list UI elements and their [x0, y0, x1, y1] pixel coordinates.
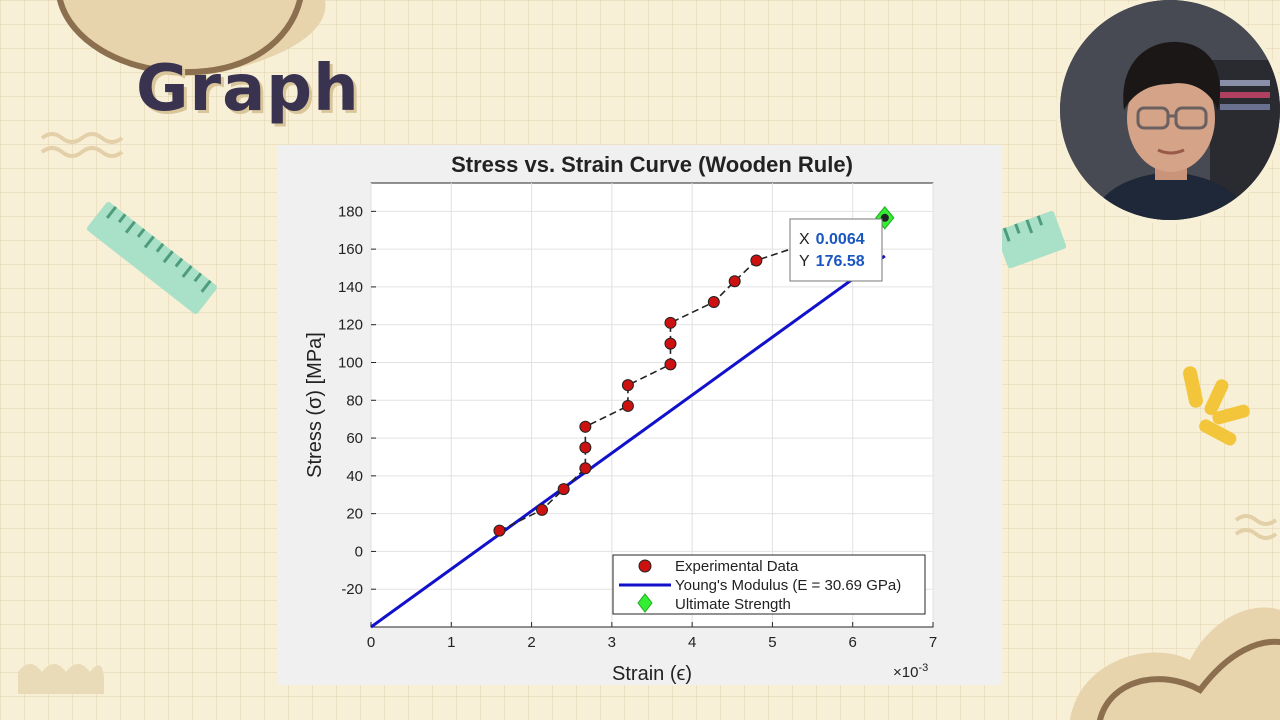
deco-wave-left-1 [40, 132, 124, 144]
y-tick-label: 120 [338, 317, 363, 334]
y-tick-label: 40 [346, 468, 363, 485]
x-tick-label: 6 [849, 634, 857, 651]
youngs-modulus-line [370, 254, 886, 629]
experimental-data-point [493, 524, 506, 537]
datatip-x-row: X 0.0064 [799, 231, 865, 248]
deco-ruler-right [995, 211, 1067, 269]
chart-title: Stress vs. Strain Curve (Wooden Rule) [451, 152, 853, 177]
x-axis-label: Strain (ϵ) [612, 663, 692, 685]
legend-label-experimental: Experimental Data [675, 558, 799, 575]
datatip[interactable]: X 0.0064 Y 176.58 [789, 218, 883, 282]
deco-blob-bottom-right [1070, 607, 1280, 720]
datatip-x-label: X [799, 231, 810, 248]
deco-yellow-sparkle [1183, 366, 1250, 446]
deco-blob-bottom-left [18, 664, 104, 694]
datatip-x-value: 0.0064 [816, 231, 865, 248]
experimental-data-point [750, 254, 763, 267]
data-series [370, 206, 895, 629]
deco-swirl-bottom-right [1097, 638, 1280, 720]
x-tick-label: 2 [527, 634, 535, 651]
experimental-data-point [621, 379, 634, 392]
legend-marker-experimental [638, 559, 652, 573]
y-tick-label: 60 [346, 430, 363, 447]
experimental-data-point [664, 337, 677, 350]
deco-swirl-top-left [57, 0, 303, 76]
legend-marker-ultimate [637, 593, 653, 613]
experimental-data-point [707, 296, 720, 309]
webcam-person-image [1060, 0, 1280, 220]
y-tick-label: -20 [341, 581, 363, 598]
y-tick-label: 20 [346, 506, 363, 523]
x-axis-exponent-power: -3 [918, 662, 928, 674]
experimental-data-point [579, 441, 592, 454]
x-axis-exponent-base: ×10 [893, 664, 918, 681]
slide-title: Graph [136, 52, 360, 126]
x-tick-label: 7 [929, 634, 937, 651]
stress-strain-chart: 0 1 2 3 4 5 6 7 -20 0 20 40 60 80 100 120 140 160 180 Stre… [304, 152, 937, 685]
y-tick-label: 160 [338, 241, 363, 258]
datatip-y-row: Y 176.58 [799, 253, 865, 270]
deco-wave-left-2 [40, 146, 124, 158]
x-tick-label: 3 [608, 634, 616, 651]
chart-legend: Experimental Data Young's Modulus (E = 3… [612, 554, 926, 615]
datatip-y-label: Y [799, 253, 810, 270]
selected-point-marker [880, 213, 889, 222]
experimental-data-point [579, 462, 592, 475]
experimental-data-point [557, 483, 570, 496]
x-tick-label: 0 [367, 634, 375, 651]
deco-ruler-left [86, 201, 218, 315]
datatip-box [789, 218, 883, 282]
x-tick-label: 5 [768, 634, 776, 651]
legend-label-ultimate: Ultimate Strength [675, 596, 791, 613]
legend-label-youngs: Young's Modulus (E = 30.69 GPa) [675, 577, 901, 594]
experimental-data-point [664, 316, 677, 329]
x-axis-exponent: ×10-3 [893, 662, 928, 681]
datatip-y-value: 176.58 [816, 253, 865, 270]
experimental-data-point [728, 275, 741, 288]
chart-figure: 0 1 2 3 4 5 6 7 -20 0 20 40 60 80 100 120 140 160 180 Stre… [277, 145, 1002, 685]
y-tick-label: 100 [338, 354, 363, 371]
y-axis-label: Stress (σ) [MPa] [304, 332, 326, 478]
axis-ticks: 0 1 2 3 4 5 6 7 -20 0 20 40 60 80 100 120 140 160 180 [338, 203, 937, 651]
deco-wave-right [1234, 514, 1278, 540]
webcam-video [1060, 0, 1280, 220]
experimental-data-point [664, 358, 677, 371]
x-tick-label: 4 [688, 634, 696, 651]
y-tick-label: 140 [338, 279, 363, 296]
y-tick-label: 80 [346, 392, 363, 409]
experimental-data-point [579, 420, 592, 433]
x-tick-label: 1 [447, 634, 455, 651]
experimental-data-point [621, 399, 634, 412]
experimental-data-point [536, 503, 549, 516]
y-tick-label: 180 [338, 203, 363, 220]
y-tick-label: 0 [355, 543, 363, 560]
